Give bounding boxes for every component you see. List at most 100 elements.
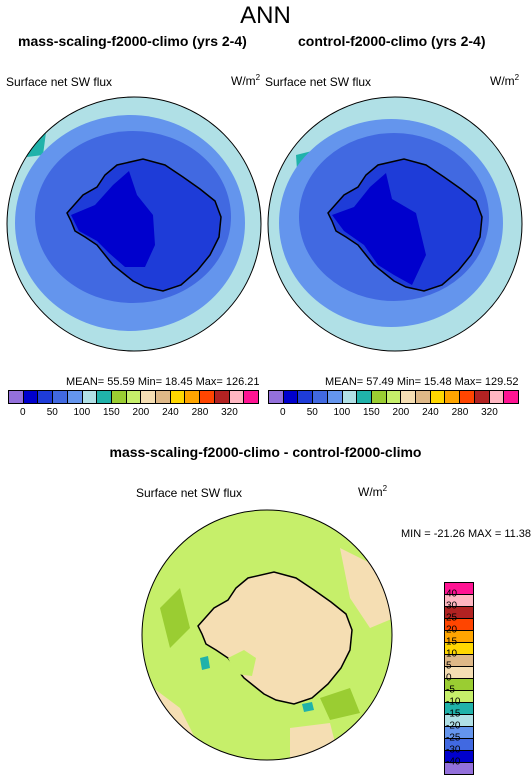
colorbar-swatch	[445, 583, 473, 595]
colorbar-swatch	[430, 391, 446, 403]
colorbar-swatch	[445, 595, 473, 607]
colorbar-swatch	[445, 667, 473, 679]
colorbar-swatch	[38, 391, 54, 403]
colorbar-swatch	[445, 619, 473, 631]
left-variable-label: Surface net SW flux	[6, 75, 113, 89]
colorbar-swatch	[474, 391, 490, 403]
diff-units-label: W/m2	[358, 484, 388, 499]
colorbar-tick-label: -10	[446, 696, 461, 708]
right-units-label: W/m2	[490, 73, 520, 88]
colorbar-swatch	[445, 739, 473, 751]
colorbar-swatch	[283, 391, 299, 403]
map-diff-patch	[340, 548, 392, 628]
colorbar-swatch	[82, 391, 98, 403]
colorbar-tick-label: 240	[162, 407, 179, 418]
left-colorbar-swatches	[8, 390, 259, 404]
colorbar-tick-label: 0	[19, 407, 26, 418]
colorbar-swatch	[9, 391, 24, 403]
colorbar-tick-label: 25	[446, 612, 458, 624]
colorbar-tick-label: -20	[446, 720, 461, 732]
diff-colorbar	[444, 582, 474, 775]
left-polar-map	[6, 96, 262, 352]
right-colorbar: 0 50 100 150 200 240 280 320	[268, 390, 519, 418]
map-teal-patch	[200, 656, 210, 670]
colorbar-swatch	[342, 391, 358, 403]
colorbar-swatch	[200, 391, 215, 403]
colorbar-tick-label: 30	[446, 600, 458, 612]
colorbar-swatch	[445, 715, 473, 727]
right-panel-title: control-f2000-climo (yrs 2-4)	[298, 33, 486, 49]
colorbar-swatch	[357, 391, 372, 403]
colorbar-tick-label: -15	[446, 708, 461, 720]
right-stats: MEAN= 57.49 Min= 15.48 Max= 129.52	[325, 376, 519, 388]
left-units-label: W/m2	[231, 73, 261, 88]
colorbar-tick-label: -25	[446, 732, 461, 744]
diff-variable-label: Surface net SW flux	[136, 486, 243, 500]
diff-colorbar-ticks: 40 30 25 20 15 10 5 0 -5 -10 -15 -20 -25 -30 -40	[446, 582, 476, 772]
colorbar-swatch	[445, 691, 473, 703]
left-colorbar: 0 50 100 150 200 240 280 320	[8, 390, 259, 418]
colorbar-swatch	[445, 703, 473, 715]
colorbar-swatch	[126, 391, 142, 403]
colorbar-tick-label: 200	[132, 407, 150, 418]
colorbar-tick-label: -5	[446, 684, 455, 696]
colorbar-swatch	[445, 631, 473, 643]
colorbar-tick-label: 100	[73, 407, 91, 418]
colorbar-tick-label: -40	[446, 756, 461, 768]
colorbar-tick-label: 320	[221, 407, 238, 418]
colorbar-tick-label: 15	[446, 636, 458, 648]
colorbar-tick-label: 200	[392, 407, 410, 418]
colorbar-tick-label: 150	[363, 407, 380, 418]
colorbar-swatch	[445, 727, 473, 739]
colorbar-swatch	[229, 391, 245, 403]
colorbar-tick-label: 40	[446, 588, 458, 600]
colorbar-swatch	[298, 391, 314, 403]
colorbar-tick-label: 280	[451, 407, 469, 418]
colorbar-swatch	[445, 607, 473, 619]
right-colorbar-swatches	[268, 390, 519, 404]
colorbar-swatch	[141, 391, 157, 403]
left-colorbar-ticks: 0 50 100 150 200 240 280 320	[8, 404, 259, 418]
colorbar-swatch	[156, 391, 171, 403]
main-title: ANN	[240, 2, 291, 29]
map-diff-patch	[228, 650, 256, 676]
diff-colorbar-swatches	[444, 582, 474, 775]
colorbar-tick-label: 240	[422, 407, 439, 418]
antarctica-interior	[71, 171, 155, 267]
colorbar-tick-label: -30	[446, 744, 461, 756]
colorbar-tick-label: 10	[446, 648, 458, 660]
colorbar-swatch	[489, 391, 505, 403]
colorbar-tick-label: 320	[481, 407, 498, 418]
colorbar-swatch	[371, 391, 387, 403]
colorbar-swatch	[504, 391, 518, 403]
antarctica-interior	[332, 173, 426, 285]
right-polar-map	[267, 96, 523, 352]
colorbar-tick-label: 20	[446, 624, 458, 636]
colorbar-swatch	[97, 391, 112, 403]
colorbar-tick-label: 50	[306, 407, 318, 418]
map-diff-patch	[320, 688, 360, 720]
colorbar-swatch	[185, 391, 201, 403]
colorbar-swatch	[445, 679, 473, 691]
colorbar-swatch	[269, 391, 284, 403]
colorbar-swatch	[111, 391, 127, 403]
colorbar-swatch	[445, 655, 473, 667]
colorbar-swatch	[445, 763, 473, 774]
colorbar-swatch	[416, 391, 431, 403]
colorbar-tick-label: 50	[46, 407, 58, 418]
colorbar-swatch	[401, 391, 417, 403]
colorbar-tick-label: 0	[279, 407, 286, 418]
colorbar-swatch	[327, 391, 343, 403]
colorbar-swatch	[23, 391, 39, 403]
colorbar-tick-label: 280	[191, 407, 209, 418]
colorbar-swatch	[445, 391, 461, 403]
colorbar-tick-label: 100	[333, 407, 351, 418]
colorbar-swatch	[67, 391, 83, 403]
colorbar-tick-label: 150	[103, 407, 120, 418]
colorbar-swatch	[460, 391, 475, 403]
colorbar-swatch	[214, 391, 230, 403]
colorbar-swatch	[53, 391, 68, 403]
colorbar-swatch	[445, 751, 473, 763]
colorbar-tick-label: 5	[446, 660, 452, 672]
left-panel-title: mass-scaling-f2000-climo (yrs 2-4)	[18, 33, 247, 49]
